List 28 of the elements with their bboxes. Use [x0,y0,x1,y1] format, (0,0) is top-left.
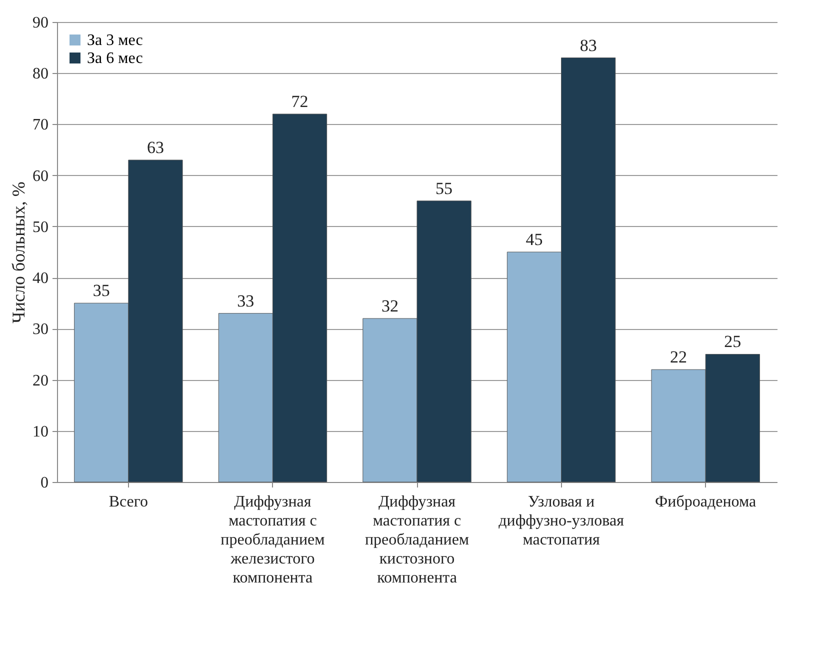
y-tick-label: 0 [40,474,48,492]
y-tick-label: 20 [32,372,48,390]
y-tick-label: 10 [32,423,48,440]
x-tick-label: Всего [108,494,148,510]
legend-label: За 3 мес [87,32,143,49]
data-label: 63 [146,138,164,157]
x-tick-label: Фиброаденома [655,494,756,510]
data-label: 35 [92,281,110,300]
data-label: 83 [580,36,597,55]
y-tick-label: 50 [32,218,48,236]
x-tick-label: Диффузная мастопатия с преобладанием кистозного компонента [364,494,470,586]
x-tick-label: Узловая и диффузно-узловая мастопатия [498,494,625,548]
y-tick-label: 90 [32,14,48,32]
data-label: 72 [291,92,308,111]
x-tick-label: Диффузная мастопатия с преобладанием железистого компонента [220,494,325,586]
y-tick-label: 70 [32,116,48,134]
data-label: 25 [724,332,742,352]
data-label: 45 [526,230,543,249]
y-tick-label: 40 [32,270,48,288]
legend-label: За 6 мес [87,50,143,67]
data-label: 33 [237,291,254,310]
data-label: 22 [670,348,688,367]
data-label: 32 [381,296,398,316]
y-axis-title: Число больных, % [8,182,28,324]
y-tick-label: 60 [32,168,48,185]
data-label: 55 [436,178,453,198]
y-tick-label: 30 [32,321,48,338]
y-tick-label: 80 [32,66,48,83]
